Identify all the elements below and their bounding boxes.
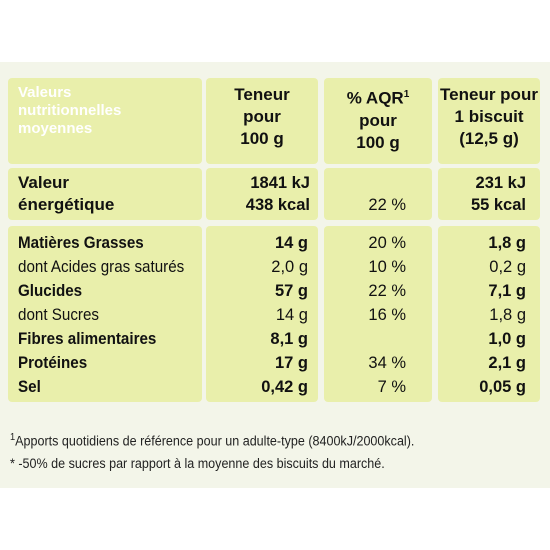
energy-aqr-cell: 22 % (324, 168, 432, 220)
nutrient-biscuit-value: 1,0 g (488, 330, 526, 348)
nutrient-aqr-cell: 20 % 10 % 22 % 16 % 34 % 7 % (324, 226, 432, 402)
header-label-cell: Valeurs nutritionnelles moyennes (8, 78, 202, 164)
nutrient-biscuit-value: 0,2 g (489, 258, 526, 276)
nutrient-per100-value: 2,0 g (271, 258, 308, 276)
header-aqr-rest: pour 100 g (356, 110, 400, 152)
nutrient-row-label: Fibres alimentaires (18, 330, 157, 348)
nutrient-aqr-value: 34 % (368, 354, 406, 372)
nutrient-per100-value: 57 g (274, 282, 308, 300)
energy-label: Valeur énergétique (18, 173, 115, 214)
nutrient-row-label: dont Sucres (18, 306, 100, 324)
nutrient-per100-cell: 14 g 2,0 g 57 g 14 g 8,1 g 17 g 0,42 g (206, 226, 318, 402)
nutrient-aqr-value: 7 % (377, 378, 406, 396)
energy-biscuit-cell: 231 kJ 55 kcal (438, 168, 540, 220)
header-col-aqr: % AQR1 pour 100 g (324, 84, 432, 154)
nutrient-biscuit-value: 2,1 g (488, 354, 526, 372)
nutrient-biscuit-value: 1,8 g (488, 234, 526, 252)
header-aqr-main: % AQR (346, 88, 404, 108)
nutrient-row-label: Protéines (18, 354, 88, 372)
nutrient-aqr-value: 16 % (368, 306, 406, 324)
nutrient-aqr-value: 10 % (368, 258, 406, 276)
header-col-aqr-cell: % AQR1 pour 100 g (324, 78, 432, 164)
nutrient-per100-value: 14 g (275, 306, 308, 324)
energy-per100-kj: 1841 kJ (250, 174, 310, 192)
energy-per100-kcal: 438 kcal (245, 196, 310, 214)
nutrient-row-label: dont Acides gras saturés (18, 258, 185, 276)
nutrient-per100-value: 0,42 g (261, 378, 308, 396)
nutrient-per100-value: 14 g (274, 234, 308, 252)
nutrient-per100-value: 8,1 g (270, 330, 308, 348)
nutrient-labels-cell: Matières Grasses dont Acides gras saturés… (8, 226, 202, 402)
nutrient-aqr-value: 20 % (368, 234, 406, 252)
nutrient-aqr-value: 22 % (368, 282, 406, 300)
nutrient-row-label: Matières Grasses (18, 234, 144, 252)
nutrient-row-label: Glucides (18, 282, 83, 300)
nutrient-biscuit-value: 1,8 g (489, 306, 526, 324)
energy-label-cell: Valeur énergétique (8, 168, 202, 220)
nutrient-per100-value: 17 g (274, 354, 308, 372)
header-col-per100-cell: Teneur pour 100 g (206, 78, 318, 164)
header-aqr-sup: 1 (403, 89, 410, 100)
energy-per100-cell: 1841 kJ 438 kcal (206, 168, 318, 220)
nutrient-row-label: Sel (18, 378, 41, 396)
nutrient-biscuit-cell: 1,8 g 0,2 g 7,1 g 1,8 g 1,0 g 2,1 g 0,05 g (438, 226, 540, 402)
header-col-biscuit-cell: Teneur pour 1 biscuit (12,5 g) (438, 78, 540, 164)
footnote-1: 1Apports quotidiens de référence pour un… (10, 430, 414, 450)
nutrient-biscuit-value: 0,05 g (479, 378, 526, 396)
header-label: Valeurs nutritionnelles moyennes (18, 84, 122, 137)
energy-aqr: 22 % (368, 196, 406, 214)
footnote-1-text: Apports quotidiens de référence pour un … (15, 433, 415, 449)
energy-biscuit-kcal: 55 kcal (470, 196, 526, 214)
header-col-biscuit: Teneur pour 1 biscuit (12,5 g) (440, 85, 538, 148)
header-col-per100: Teneur pour 100 g (234, 85, 290, 148)
energy-biscuit-kj: 231 kJ (475, 174, 526, 192)
footnote-2: * -50% de sucres par rapport à la moyenn… (10, 456, 385, 471)
nutrient-biscuit-value: 7,1 g (488, 282, 526, 300)
footnote-1-marker: 1 (10, 432, 16, 443)
